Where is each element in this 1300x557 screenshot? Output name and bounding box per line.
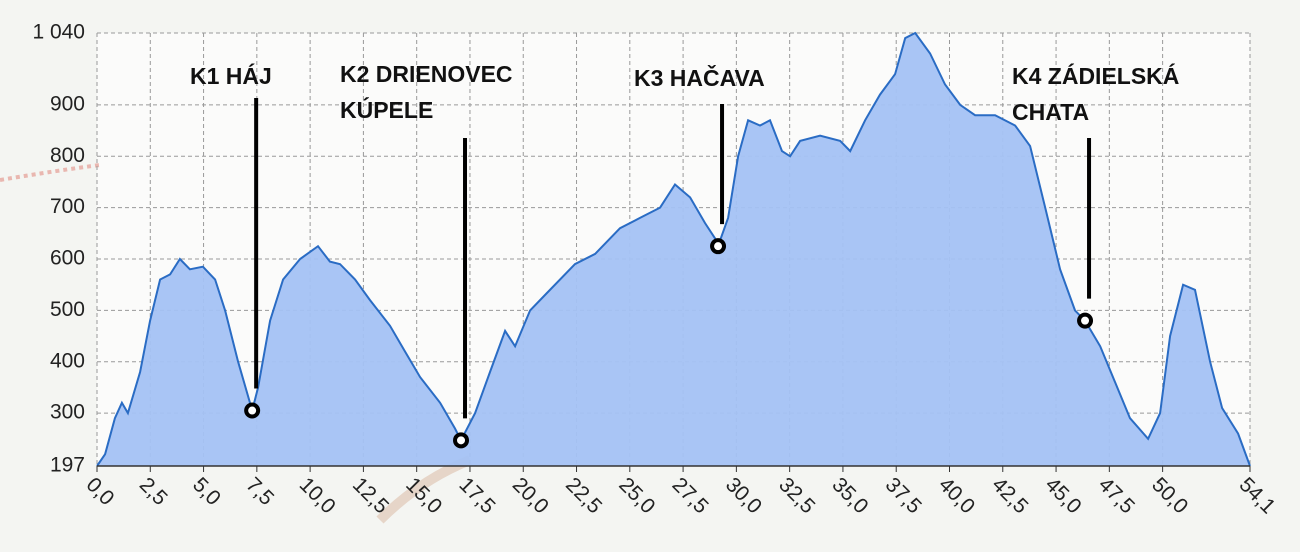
checkpoint-marker [710, 238, 727, 255]
checkpoint-label: K1 HÁJ [190, 62, 272, 89]
y-tick-label: 600 [50, 247, 85, 270]
y-tick-label: 500 [50, 298, 85, 321]
checkpoint-label: KÚPELE [340, 96, 433, 123]
elevation-area [97, 33, 1250, 466]
checkpoint-label: K4 ZÁDIELSKÁ [1012, 62, 1179, 89]
checkpoint-marker [1077, 312, 1094, 329]
checkpoint-marker [453, 432, 470, 449]
checkpoint-marker [244, 402, 261, 419]
y-tick-label: 700 [50, 195, 85, 218]
checkpoint-label: K3 HAČAVA [634, 64, 765, 91]
y-tick-label: 400 [50, 349, 85, 372]
checkpoint-label: CHATA [1012, 99, 1089, 125]
y-tick-label: 197 [50, 454, 85, 477]
checkpoint-label: K2 DRIENOVEC [340, 61, 513, 87]
elevation-line [96, 31, 1251, 467]
y-tick-label: 1 040 [32, 21, 85, 44]
y-tick-label: 800 [50, 144, 85, 167]
y-tick-label: 300 [50, 401, 85, 424]
y-tick-label: 900 [50, 92, 85, 115]
